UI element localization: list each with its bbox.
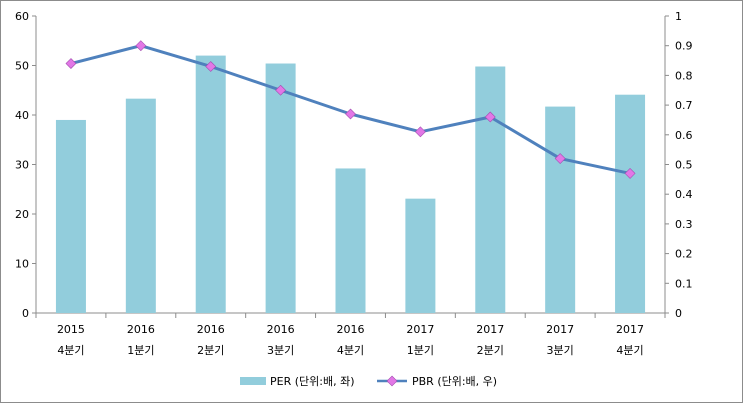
- x-tick-label-year: 2017: [616, 323, 644, 336]
- per-bars: [55, 55, 646, 314]
- per-bar: [55, 119, 86, 313]
- y-left-tick-label: 40: [15, 109, 29, 122]
- x-tick-label-quarter: 4분기: [337, 344, 364, 357]
- pbr-point: [65, 58, 77, 69]
- pbr-point: [275, 84, 287, 96]
- per-bar: [265, 63, 296, 313]
- y-right-tick-label: 0.4: [675, 188, 693, 201]
- x-tick-label-year: 2017: [546, 323, 574, 336]
- x-tick-label-quarter: 1분기: [127, 344, 154, 357]
- y-right-tick-label: 0.7: [675, 99, 693, 112]
- per-bar: [195, 55, 226, 313]
- pbr-point: [414, 126, 426, 138]
- per-bar: [335, 168, 366, 313]
- legend-label-per: PER (단위:배, 좌): [270, 375, 355, 388]
- x-tick-label-year: 2016: [197, 323, 225, 336]
- x-tick-label-year: 2016: [337, 323, 365, 336]
- y-left-tick-label: 10: [15, 258, 29, 271]
- pbr-point: [484, 111, 496, 123]
- y-right-tick-label: 0.3: [675, 218, 693, 231]
- per-bar: [545, 106, 576, 314]
- x-tick-label-quarter: 4분기: [616, 344, 643, 357]
- x-tick-label-year: 2015: [57, 323, 85, 336]
- y-right-tick-label: 1: [675, 10, 682, 23]
- legend: PER (단위:배, 좌) PBR (단위:배, 우): [240, 375, 497, 388]
- x-tick-label-quarter: 3분기: [547, 344, 574, 357]
- y-right-tick-label: 0.8: [675, 69, 693, 82]
- y-right-tick-label: 0.5: [675, 159, 693, 172]
- y-left-tick-label: 30: [15, 159, 29, 172]
- x-tick-label-quarter: 2분기: [477, 344, 504, 357]
- x-tick-labels: 2015 4분기 2016 1분기 2016 2분기 2016 3분기 2016 4분기 2017 1…: [57, 323, 644, 357]
- pbr-point: [345, 108, 356, 120]
- y-left-tick-label: 0: [22, 307, 29, 320]
- legend-swatch-pbr-marker: [386, 375, 398, 387]
- pbr-point: [135, 40, 147, 52]
- legend-swatch-per: [240, 377, 266, 385]
- x-tick-label-year: 2017: [476, 323, 504, 336]
- x-tick-label-year: 2016: [267, 323, 295, 336]
- x-tick-label-year: 2017: [406, 323, 434, 336]
- x-tick-label-quarter: 4분기: [57, 344, 84, 357]
- pbr-line: [65, 40, 636, 179]
- x-tick-label-quarter: 2분기: [197, 344, 224, 357]
- pbr-point: [554, 153, 566, 164]
- per-bar: [405, 198, 436, 313]
- y-left-tick-label: 20: [15, 208, 29, 221]
- legend-label-pbr: PBR (단위:배, 우): [412, 375, 497, 388]
- pbr-point: [624, 167, 636, 179]
- per-bar: [475, 66, 506, 314]
- y-left-tick-label: 50: [15, 60, 29, 73]
- x-tick-label-quarter: 3분기: [267, 344, 294, 357]
- per-bar: [125, 98, 156, 313]
- y-right-tick-label: 0.1: [675, 277, 693, 290]
- pbr-point: [205, 61, 217, 72]
- y-right-tick-label: 0: [675, 307, 682, 320]
- axes: 0 10 20 30 40 50 60 0 0.1 0.2 0.3 0.4 0.5 0.6 0.7 0.8 0.…: [15, 10, 693, 320]
- x-tick-label-quarter: 1분기: [407, 344, 434, 357]
- per-bar: [615, 94, 646, 313]
- y-right-tick-label: 0.9: [675, 40, 693, 53]
- y-right-tick-label: 0.2: [675, 248, 693, 261]
- y-right-tick-label: 0.6: [675, 129, 693, 142]
- x-tick-label-year: 2016: [127, 323, 155, 336]
- y-left-tick-label: 60: [15, 10, 29, 23]
